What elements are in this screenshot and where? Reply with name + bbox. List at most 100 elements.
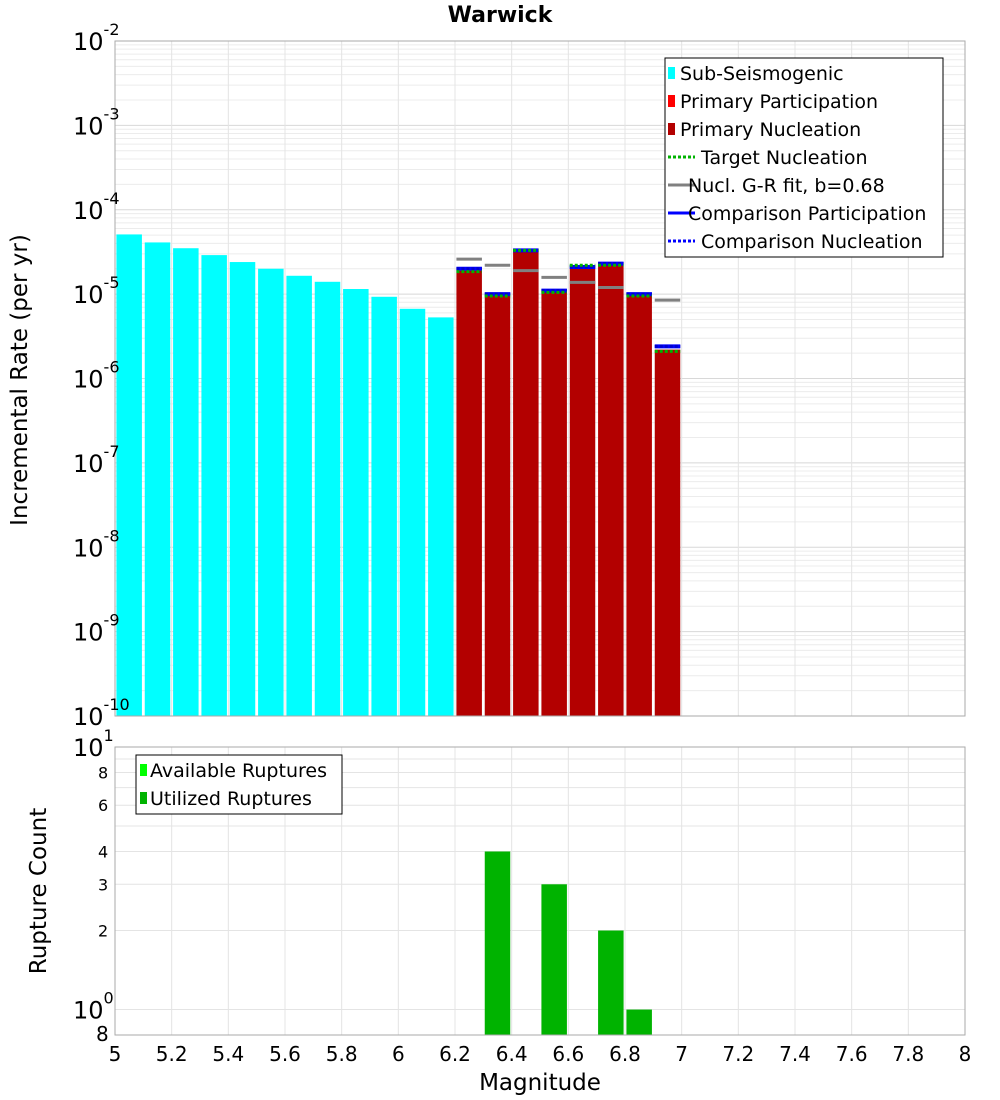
sub-seismogenic-bar — [399, 308, 426, 716]
x-tick-label: 5.4 — [212, 1042, 244, 1066]
x-tick-label: 7 — [675, 1042, 688, 1066]
primary-nucleation-bar — [513, 251, 539, 716]
bottom-y-axis-label: Rupture Count — [26, 808, 52, 974]
y-tick-exponent: -9 — [104, 611, 120, 630]
sub-seismogenic-bar — [258, 268, 284, 716]
top-y-tick-label: 10-10 — [73, 695, 130, 731]
y-tick-base: 10 — [73, 450, 104, 478]
y-tick-exponent: -5 — [104, 273, 120, 292]
legend-label: Sub-Seismogenic — [680, 63, 844, 85]
sub-seismogenic-bar — [286, 275, 312, 716]
bottom-y-tick-label: 2 — [98, 922, 108, 941]
x-tick-label: 6.6 — [552, 1042, 584, 1066]
top-y-tick-label: 10-2 — [73, 20, 120, 56]
legend-swatch — [668, 67, 675, 79]
x-tick-label: 6.8 — [609, 1042, 641, 1066]
sub-seismogenic-bar — [229, 262, 256, 716]
utilized-ruptures-bar — [541, 884, 567, 1035]
legend-label: Primary Nucleation — [680, 119, 861, 141]
chart-title: Warwick — [448, 3, 554, 28]
y-tick-exponent: -10 — [104, 695, 130, 714]
legend-swatch — [140, 764, 147, 776]
x-tick-label: 5.6 — [269, 1042, 301, 1066]
primary-nucleation-bar — [484, 296, 511, 716]
bottom-plot-frame — [114, 746, 966, 1036]
y-tick-base: 10 — [73, 997, 104, 1025]
legend-label: Available Ruptures — [150, 760, 327, 782]
x-tick-label: 5.2 — [156, 1042, 188, 1066]
x-axis-label: Magnitude — [479, 1070, 601, 1096]
y-tick-exponent: -6 — [104, 358, 120, 377]
x-tick-label: 6.4 — [496, 1042, 528, 1066]
y-tick-base: 10 — [73, 197, 104, 225]
legend-label: Comparison Nucleation — [701, 231, 923, 253]
x-tick-label: 6 — [392, 1042, 405, 1066]
y-tick-exponent: 0 — [104, 989, 114, 1008]
legend-label: Nucl. G-R fit, b=0.68 — [688, 175, 885, 197]
top-y-tick-label: 10-7 — [73, 442, 120, 478]
x-tick-label: 6.2 — [439, 1042, 471, 1066]
y-tick-exponent: -8 — [104, 526, 120, 545]
sub-seismogenic-bar — [371, 296, 397, 716]
y-tick-exponent: -7 — [104, 442, 120, 461]
y-tick-base: 10 — [73, 112, 104, 140]
bottom-y-power-label: 101 — [73, 726, 114, 762]
y-tick-base: 10 — [73, 28, 104, 56]
legend-label: Comparison Participation — [688, 203, 926, 225]
x-tick-label: 7.8 — [892, 1042, 924, 1066]
primary-nucleation-bar — [456, 270, 482, 716]
bottom-y-tick-label: 8 — [96, 1022, 109, 1046]
top-y-tick-label: 10-8 — [73, 526, 120, 562]
sub-seismogenic-bar — [201, 255, 227, 716]
primary-nucleation-bar — [569, 268, 596, 716]
legend-swatch — [668, 95, 675, 107]
top-bars — [116, 234, 681, 717]
top-y-tick-label: 10-9 — [73, 611, 120, 647]
top-grid — [114, 41, 966, 717]
bottom-y-tick-label: 8 — [98, 763, 108, 782]
bottom-legend: Available Ruptures Utilized Ruptures — [135, 754, 343, 815]
top-legend: Sub-Seismogenic Primary Participation Prim… — [664, 57, 944, 258]
bottom-y-tick-label: 3 — [98, 875, 108, 894]
bottom-y-power-label: 100 — [73, 989, 114, 1025]
y-tick-base: 10 — [73, 734, 104, 762]
y-tick-exponent: -2 — [104, 20, 120, 39]
top-legend-box — [664, 57, 944, 258]
bottom-y-tick-label: 4 — [98, 842, 108, 861]
x-tick-label: 7.2 — [722, 1042, 754, 1066]
sub-seismogenic-bar — [116, 234, 142, 716]
top-y-tick-label: 10-3 — [73, 104, 120, 140]
sub-seismogenic-bar — [173, 248, 199, 717]
y-tick-base: 10 — [73, 366, 104, 394]
top-lines — [456, 248, 681, 353]
sub-seismogenic-bar — [144, 242, 171, 716]
y-tick-base: 10 — [73, 703, 104, 731]
legend-label: Target Nucleation — [700, 147, 868, 169]
legend-swatch — [140, 792, 147, 804]
utilized-ruptures-bar — [626, 1009, 652, 1035]
primary-nucleation-bar — [626, 296, 652, 716]
top-y-tick-label: 10-6 — [73, 358, 120, 394]
x-ticks: 5 5.2 5.4 5.6 5.8 6 6.2 6.4 6.6 6.8 7 7.2 7.4 7.6 7.8 8 — [109, 1042, 972, 1066]
top-y-tick-label: 10-5 — [73, 273, 120, 309]
bottom-y-tick-label: 6 — [98, 796, 108, 815]
top-y-axis-label: Incremental Rate (per yr) — [7, 234, 33, 526]
x-tick-label: 7.6 — [836, 1042, 868, 1066]
sub-seismogenic-bar — [428, 317, 454, 716]
primary-nucleation-bar — [541, 292, 567, 716]
bottom-bars — [484, 851, 652, 1035]
y-tick-exponent: -4 — [104, 189, 120, 208]
legend-label: Utilized Ruptures — [150, 788, 312, 810]
x-tick-label: 5 — [109, 1042, 122, 1066]
bottom-legend-box — [135, 754, 343, 815]
legend-label: Primary Participation — [680, 91, 878, 113]
top-plot-frame — [114, 40, 966, 717]
primary-nucleation-bar — [654, 349, 681, 716]
y-tick-exponent: -3 — [104, 104, 120, 123]
utilized-ruptures-bar — [598, 930, 624, 1035]
x-tick-label: 8 — [959, 1042, 972, 1066]
y-tick-base: 10 — [73, 281, 104, 309]
